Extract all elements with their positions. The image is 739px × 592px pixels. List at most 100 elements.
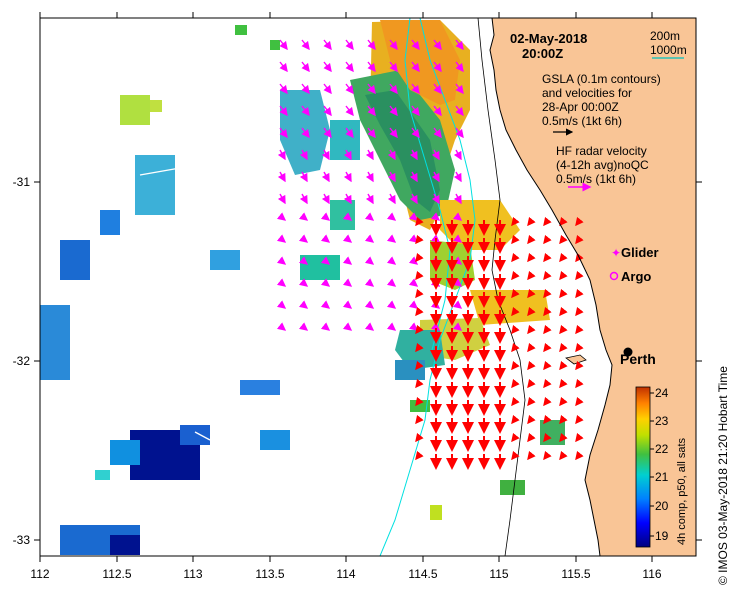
- gsla-arrow: [453, 149, 462, 161]
- gsla-arrow: [364, 234, 375, 243]
- hf-radar-arrow: [527, 252, 536, 263]
- gsla-arrow: [277, 149, 286, 161]
- hf-radar-arrow: [415, 378, 424, 389]
- gsla-arrow: [408, 256, 419, 265]
- hf-radar-arrow: [543, 378, 552, 389]
- gsla-arrow: [299, 193, 308, 205]
- gsla-arrow: [364, 322, 375, 331]
- hf-radar-arrow: [511, 450, 520, 461]
- gsla-arrow: [298, 234, 309, 243]
- gsla-arrow: [389, 127, 398, 139]
- hf-radar-velocity-arrows: [415, 216, 584, 470]
- gsla-arrow: [389, 105, 398, 117]
- y-tick-label: -31: [13, 175, 31, 189]
- hf-radar-arrow: [559, 378, 568, 389]
- colorbar-tick-label: 21: [655, 470, 669, 484]
- hf-radar-arrow: [415, 306, 424, 317]
- y-axis: -31 -32 -33: [13, 175, 702, 547]
- hf-radar-arrow: [543, 270, 552, 281]
- hf-radar-arrow: [527, 378, 536, 389]
- gsla-arrow: [367, 83, 376, 95]
- gsla-arrow: [279, 127, 288, 139]
- hf-radar-arrow: [559, 234, 568, 245]
- colorbar: [635, 386, 651, 548]
- gsla-arrow: [298, 256, 309, 265]
- hf-radar-arrow: [415, 450, 424, 461]
- scale-1000m-label: 1000m: [650, 43, 687, 57]
- y-tick-label: -32: [13, 354, 31, 368]
- gsla-arrow: [321, 171, 330, 183]
- gsla-arrow: [455, 127, 464, 139]
- hf-radar-arrow: [415, 414, 424, 425]
- gsla-arrow: [387, 171, 396, 183]
- colorbar-tick-label: 23: [655, 414, 669, 428]
- gsla-arrow: [276, 212, 287, 221]
- gsla-arrow: [321, 193, 330, 205]
- gsla-arrow: [298, 300, 309, 309]
- gsla-arrow: [276, 300, 287, 309]
- x-tick-label: 115.5: [561, 567, 590, 581]
- hf-radar-arrow: [511, 306, 520, 317]
- hf-radar-arrow: [543, 324, 552, 335]
- hf-radar-arrow: [575, 216, 584, 227]
- gsla-arrow: [364, 278, 375, 287]
- gsla-arrow: [343, 149, 352, 161]
- hf-radar-arrow: [575, 288, 584, 299]
- gsla-arrow: [279, 105, 288, 117]
- y-tick-label: -33: [13, 533, 31, 547]
- hf-radar-arrow: [415, 360, 424, 371]
- gsla-arrow: [276, 234, 287, 243]
- gsla-arrow: [387, 149, 396, 161]
- gsla-arrow: [386, 234, 397, 243]
- hf-radar-arrow: [559, 432, 568, 443]
- x-tick-label: 113.5: [255, 567, 284, 581]
- x-tick-label: 116: [642, 567, 661, 581]
- gsla-arrow: [367, 105, 376, 117]
- gsla-arrow: [320, 278, 331, 287]
- hf-radar-arrow: [527, 450, 536, 461]
- gsla-arrow: [365, 149, 374, 161]
- gsla-arrow: [455, 61, 464, 73]
- hf-legend-line1: HF radar velocity: [556, 144, 647, 158]
- gsla-arrow: [367, 39, 376, 51]
- gsla-arrow: [323, 105, 332, 117]
- hf-radar-arrow: [527, 324, 536, 335]
- gsla-legend-line3: 28-Apr 00:00Z: [542, 100, 619, 114]
- gsla-arrow: [431, 149, 440, 161]
- gsla-arrow: [279, 61, 288, 73]
- hf-radar-arrow: [559, 216, 568, 227]
- hf-radar-arrow: [415, 270, 424, 281]
- gsla-arrow: [345, 61, 354, 73]
- colorbar-ticks: 19 20 21 22 23 24: [650, 386, 669, 543]
- gsla-legend-line1: GSLA (0.1m contours): [542, 72, 661, 86]
- gsla-arrow: [389, 83, 398, 95]
- gsla-arrow: [321, 149, 330, 161]
- hf-radar-arrow: [575, 342, 584, 353]
- hf-radar-arrow: [415, 216, 424, 227]
- hf-radar-arrow: [527, 432, 536, 443]
- hf-radar-arrow: [575, 396, 584, 407]
- gsla-arrow: [342, 322, 353, 331]
- city-marker-icon: [623, 347, 633, 357]
- hf-radar-arrow: [543, 306, 552, 317]
- gsla-arrow: [455, 83, 464, 95]
- hf-radar-arrow: [559, 324, 568, 335]
- gsla-arrow: [343, 171, 352, 183]
- colorbar-tick-label: 20: [655, 499, 669, 513]
- date-title: 02-May-2018: [510, 31, 587, 46]
- gsla-arrow: [452, 322, 463, 331]
- gsla-arrow: [320, 300, 331, 309]
- hf-radar-arrow: [543, 432, 552, 443]
- gsla-arrow: [299, 149, 308, 161]
- gsla-arrow: [367, 127, 376, 139]
- hf-radar-arrow: [511, 342, 520, 353]
- hf-radar-arrow: [511, 216, 520, 227]
- x-tick-label: 112.5: [102, 567, 131, 581]
- hf-radar-arrow: [543, 252, 552, 263]
- hf-radar-arrow: [543, 450, 552, 461]
- hf-radar-arrow: [511, 414, 520, 425]
- x-tick-label: 113: [183, 567, 202, 581]
- gsla-arrow: [433, 39, 442, 51]
- hf-radar-arrow: [575, 432, 584, 443]
- gsla-arrow: [279, 83, 288, 95]
